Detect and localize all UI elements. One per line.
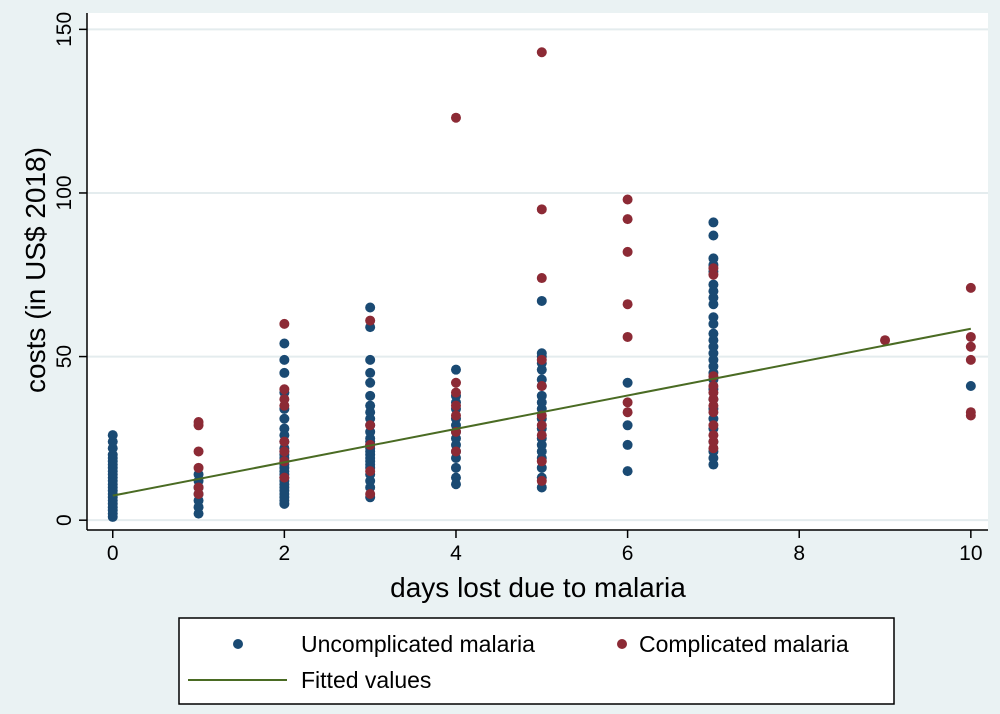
- point-uncomplicated: [536, 390, 547, 401]
- point-complicated: [536, 47, 547, 58]
- point-complicated: [193, 482, 204, 493]
- point-complicated: [279, 318, 290, 329]
- point-complicated: [536, 430, 547, 441]
- point-complicated: [450, 377, 461, 388]
- point-complicated: [965, 407, 976, 418]
- point-complicated: [965, 331, 976, 342]
- point-complicated: [965, 354, 976, 365]
- point-complicated: [279, 394, 290, 405]
- point-uncomplicated: [365, 354, 376, 365]
- point-uncomplicated: [450, 364, 461, 375]
- point-complicated: [450, 400, 461, 411]
- point-uncomplicated: [107, 430, 118, 441]
- point-complicated: [622, 246, 633, 257]
- point-uncomplicated: [708, 328, 719, 339]
- point-uncomplicated: [708, 217, 719, 228]
- point-complicated: [536, 420, 547, 431]
- point-uncomplicated: [708, 230, 719, 241]
- y-tick-label-100: 100: [53, 175, 76, 210]
- point-complicated: [536, 381, 547, 392]
- point-complicated: [193, 446, 204, 457]
- point-uncomplicated: [708, 279, 719, 290]
- point-complicated: [536, 273, 547, 284]
- point-complicated: [536, 475, 547, 486]
- legend-label-complicated: Complicated malaria: [639, 631, 849, 657]
- y-axis-title: costs (in US$ 2018): [20, 147, 51, 393]
- point-complicated: [965, 282, 976, 293]
- legend: Uncomplicated malaria Complicated malari…: [178, 617, 895, 705]
- point-complicated: [279, 446, 290, 457]
- x-tick-label-6: 6: [622, 542, 634, 565]
- x-tick-label-10: 10: [959, 542, 982, 565]
- point-uncomplicated: [365, 400, 376, 411]
- point-complicated: [193, 462, 204, 473]
- point-complicated: [622, 194, 633, 205]
- point-uncomplicated: [450, 462, 461, 473]
- point-complicated: [365, 420, 376, 431]
- point-uncomplicated: [365, 367, 376, 378]
- fitted-line-layer: [112, 327, 972, 497]
- point-uncomplicated: [708, 312, 719, 323]
- point-uncomplicated: [622, 420, 633, 431]
- point-complicated: [536, 354, 547, 365]
- point-complicated: [622, 214, 633, 225]
- point-complicated: [279, 436, 290, 447]
- x-axis-title: days lost due to malaria: [390, 572, 686, 603]
- point-complicated: [365, 466, 376, 477]
- legend-marker-uncomplicated: [233, 639, 243, 649]
- point-complicated: [193, 417, 204, 428]
- point-uncomplicated: [279, 367, 290, 378]
- point-complicated: [708, 263, 719, 274]
- point-uncomplicated: [279, 354, 290, 365]
- point-complicated: [708, 420, 719, 431]
- point-complicated: [450, 387, 461, 398]
- point-uncomplicated: [708, 253, 719, 264]
- point-complicated: [279, 384, 290, 395]
- point-uncomplicated: [622, 377, 633, 388]
- legend-box: [178, 617, 895, 705]
- point-uncomplicated: [622, 466, 633, 477]
- point-complicated: [450, 112, 461, 123]
- point-complicated: [708, 430, 719, 441]
- point-complicated: [365, 315, 376, 326]
- point-complicated: [450, 446, 461, 457]
- point-complicated: [622, 299, 633, 310]
- point-complicated: [279, 472, 290, 483]
- point-uncomplicated: [279, 338, 290, 349]
- x-tick-label-2: 2: [279, 542, 291, 565]
- point-complicated: [965, 341, 976, 352]
- point-complicated: [622, 331, 633, 342]
- point-uncomplicated: [365, 377, 376, 388]
- point-complicated: [536, 204, 547, 215]
- point-complicated: [880, 335, 891, 346]
- point-uncomplicated: [279, 423, 290, 434]
- point-uncomplicated: [622, 439, 633, 450]
- point-uncomplicated: [365, 302, 376, 313]
- y-tick-label-150: 150: [53, 12, 76, 47]
- point-uncomplicated: [279, 413, 290, 424]
- point-complicated: [708, 381, 719, 392]
- fitted-line: [112, 327, 972, 497]
- legend-marker-complicated: [617, 639, 627, 649]
- x-tick-label-0: 0: [107, 542, 119, 565]
- x-tick-label-8: 8: [793, 542, 805, 565]
- y-tick-label-50: 50: [53, 345, 76, 368]
- point-uncomplicated: [536, 295, 547, 306]
- point-uncomplicated: [965, 381, 976, 392]
- legend-label-fitted: Fitted values: [301, 667, 431, 693]
- point-complicated: [450, 410, 461, 421]
- legend-label-uncomplicated: Uncomplicated malaria: [301, 631, 535, 657]
- point-complicated: [365, 489, 376, 500]
- point-complicated: [536, 456, 547, 467]
- y-tick-label-0: 0: [53, 514, 76, 526]
- point-uncomplicated: [450, 472, 461, 483]
- point-complicated: [622, 407, 633, 418]
- x-tick-label-4: 4: [450, 542, 462, 565]
- point-complicated: [622, 397, 633, 408]
- point-uncomplicated: [365, 390, 376, 401]
